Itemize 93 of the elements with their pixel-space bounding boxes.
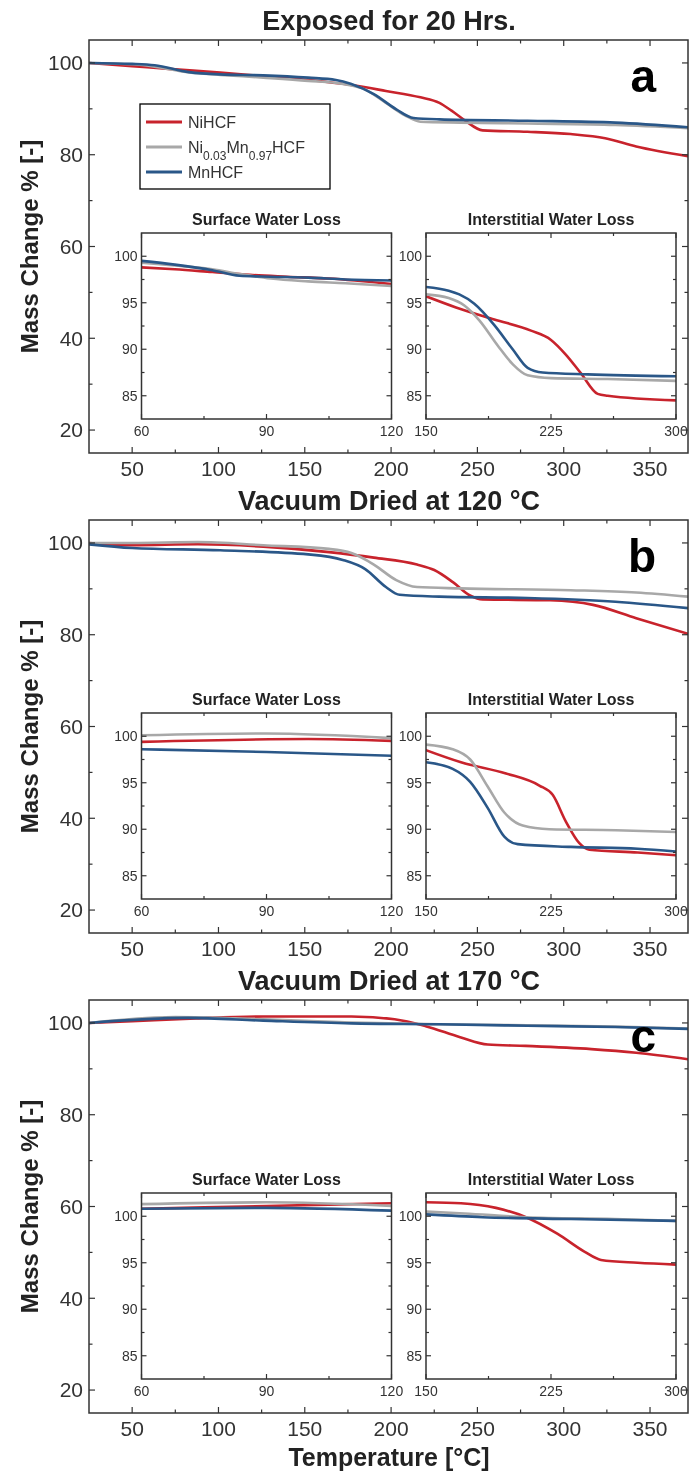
x-tick-label: 50: [120, 937, 144, 960]
y-tick-label: 100: [114, 728, 138, 745]
x-tick-label: 250: [459, 1417, 495, 1440]
legend-label: Ni$_{0.03}$Mn$_{0.97}$HCF: [188, 138, 306, 163]
x-tick-label: 225: [539, 423, 563, 439]
x-tick-label: 150: [414, 1383, 438, 1399]
y-tick-label: 20: [59, 418, 83, 442]
y-tick-label: 85: [406, 387, 423, 404]
x-axis-title: Temperature [°C]: [288, 1443, 490, 1471]
chart-title: Surface Water Loss: [192, 1171, 341, 1188]
y-tick-label: 20: [59, 1378, 83, 1402]
y-tick-label: 40: [59, 1286, 83, 1310]
y-tick-label: 100: [114, 248, 138, 265]
y-tick-label: 95: [121, 1254, 138, 1271]
x-tick-label: 150: [414, 903, 438, 919]
annotation: b: [627, 530, 656, 582]
y-tick-label: 90: [406, 341, 423, 358]
chart-title: Surface Water Loss: [192, 211, 341, 228]
legend-label: MnHCF: [188, 163, 244, 181]
y-tick-label: 60: [59, 234, 83, 258]
chart-title: Interstitial Water Loss: [467, 1171, 635, 1188]
x-tick-label: 150: [287, 1417, 323, 1440]
x-tick-label: 225: [539, 1383, 563, 1399]
x-tick-label: 350: [632, 1417, 668, 1440]
x-tick-label: 90: [258, 423, 275, 439]
y-tick-label: 100: [398, 1208, 423, 1225]
chart-title: Vacuum Dried at 170 °C: [238, 966, 540, 996]
y-tick-label: 85: [121, 387, 138, 404]
chart-title: Interstitial Water Loss: [467, 211, 635, 228]
x-tick-label: 200: [373, 937, 409, 960]
x-tick-label: 150: [414, 423, 438, 439]
x-tick-label: 120: [379, 1383, 404, 1399]
x-tick-label: 200: [373, 1417, 409, 1440]
x-tick-label: 225: [539, 903, 563, 919]
x-tick-label: 90: [258, 903, 275, 919]
x-tick-label: 150: [287, 457, 323, 480]
x-tick-label: 300: [546, 457, 582, 480]
x-tick-label: 90: [258, 1383, 275, 1399]
x-tick-label: 50: [120, 1417, 144, 1440]
y-axis-title: Mass Change % [-]: [16, 619, 43, 834]
x-tick-label: 300: [546, 1417, 582, 1440]
y-tick-label: 85: [406, 867, 423, 884]
y-tick-label: 95: [121, 294, 138, 311]
x-tick-label: 60: [133, 903, 150, 919]
x-tick-label: 150: [287, 937, 323, 960]
y-tick-label: 80: [59, 143, 83, 167]
x-tick-label: 60: [133, 1383, 150, 1399]
legend-label: NiHCF: [188, 113, 237, 131]
y-tick-label: 90: [121, 341, 138, 358]
y-tick-label: 60: [59, 1194, 83, 1218]
x-tick-label: 100: [200, 1417, 236, 1440]
y-tick-label: 20: [59, 898, 83, 922]
x-tick-label: 120: [379, 423, 404, 439]
y-tick-label: 100: [47, 531, 83, 555]
y-tick-label: 90: [406, 821, 423, 838]
y-tick-label: 85: [121, 1347, 138, 1364]
y-tick-label: 60: [59, 714, 83, 738]
y-axis-title: Mass Change % [-]: [16, 1099, 43, 1314]
chart-title: Interstitial Water Loss: [467, 691, 635, 708]
y-tick-label: 85: [406, 1347, 423, 1364]
x-tick-label: 100: [200, 457, 236, 480]
y-tick-label: 90: [121, 821, 138, 838]
x-tick-label: 250: [459, 937, 495, 960]
y-tick-label: 100: [398, 728, 423, 745]
y-tick-label: 90: [406, 1301, 423, 1318]
y-tick-label: 100: [398, 248, 423, 265]
y-tick-label: 100: [47, 1011, 83, 1035]
annotation: a: [630, 50, 657, 102]
y-tick-label: 100: [47, 51, 83, 75]
y-tick-label: 40: [59, 326, 83, 350]
y-tick-label: 85: [121, 867, 138, 884]
x-tick-label: 200: [373, 457, 409, 480]
x-tick-label: 250: [459, 457, 495, 480]
x-tick-label: 300: [546, 937, 582, 960]
x-tick-label: 350: [632, 457, 668, 480]
y-tick-label: 90: [121, 1301, 138, 1318]
x-tick-label: 350: [632, 937, 668, 960]
y-tick-label: 95: [406, 294, 423, 311]
chart-title: Exposed for 20 Hrs.: [262, 6, 516, 36]
y-tick-label: 80: [59, 623, 83, 647]
x-tick-label: 100: [200, 937, 236, 960]
y-tick-label: 80: [59, 1103, 83, 1127]
x-tick-label: 50: [120, 457, 144, 480]
chart-title: Vacuum Dried at 120 °C: [238, 486, 540, 516]
y-tick-label: 40: [59, 806, 83, 830]
y-tick-label: 95: [121, 774, 138, 791]
chart-title: Surface Water Loss: [192, 691, 341, 708]
y-tick-label: 100: [114, 1208, 138, 1225]
y-tick-label: 95: [406, 774, 423, 791]
y-axis-title: Mass Change % [-]: [16, 139, 43, 354]
x-tick-label: 120: [379, 903, 404, 919]
y-tick-label: 95: [406, 1254, 423, 1271]
x-tick-label: 60: [133, 423, 150, 439]
